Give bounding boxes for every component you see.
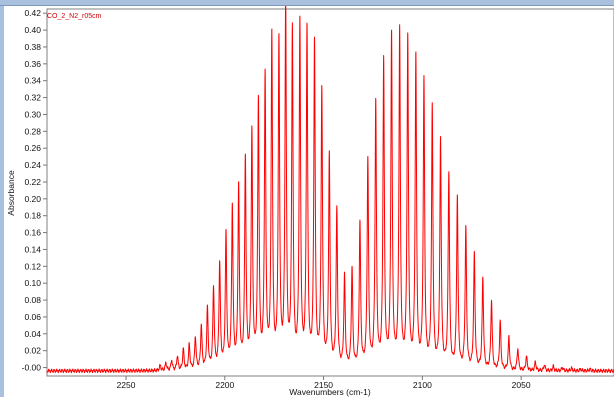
- series-layer: [46, 6, 614, 374]
- y-tick-label: 0.24: [24, 160, 41, 170]
- plot-border: [46, 8, 614, 377]
- x-tick-label: 2250: [117, 380, 136, 390]
- spectrum-chart[interactable]: -0.00 0.02 0.04 0.06 0.08 0.10 0.12 0.14 0.16 0.1…: [4, 6, 614, 397]
- y-tick-label: 0.30: [24, 109, 41, 119]
- x-tick-label: 2050: [512, 380, 531, 390]
- y-tick-label: 0.02: [24, 346, 41, 356]
- y-tick-label: 0.26: [24, 143, 41, 153]
- y-tick-label: 0.34: [24, 76, 41, 86]
- y-tick-label: 0.36: [24, 59, 41, 69]
- y-tick-label: 0.08: [24, 295, 41, 305]
- y-tick-label: 0.38: [24, 42, 41, 52]
- x-axis-title: Wavenumbers (cm-1): [289, 387, 371, 397]
- y-tick-label: 0.12: [24, 261, 41, 271]
- window-left-edge: [0, 6, 4, 397]
- y-tick-label: 0.40: [24, 25, 41, 35]
- y-tick-label: 0.32: [24, 93, 41, 103]
- y-tick-label: 0.22: [24, 177, 41, 187]
- spectrum-line: [46, 6, 614, 374]
- y-tick-label: -0.00: [22, 363, 42, 373]
- x-tick-label: 2150: [314, 380, 333, 390]
- y-tick-label: 0.42: [24, 8, 41, 18]
- window-header-strip: [0, 0, 614, 6]
- y-tick-label: 0.06: [24, 312, 41, 322]
- y-tick-label: 0.18: [24, 211, 41, 221]
- chart-background: [4, 6, 614, 397]
- y-tick-label: 0.10: [24, 278, 41, 288]
- y-tick-label: 0.14: [24, 244, 41, 254]
- y-axis: -0.00 0.02 0.04 0.06 0.08 0.10 0.12 0.14 0.16 0.1…: [22, 8, 47, 373]
- y-tick-label: 0.16: [24, 228, 41, 238]
- y-axis-title: Absorbance: [6, 170, 16, 216]
- x-tick-label: 2200: [215, 380, 234, 390]
- y-tick-label: 0.20: [24, 194, 41, 204]
- x-tick-label: 2100: [413, 380, 432, 390]
- y-tick-label: 0.28: [24, 126, 41, 136]
- plot-area-container[interactable]: -0.00 0.02 0.04 0.06 0.08 0.10 0.12 0.14 0.16 0.1…: [4, 6, 614, 397]
- series-legend-label: CO_2_N2_r05cm: [47, 13, 102, 20]
- x-axis: 2250 2200 2150 2100 2050: [117, 376, 531, 390]
- y-tick-label: 0.04: [24, 329, 41, 339]
